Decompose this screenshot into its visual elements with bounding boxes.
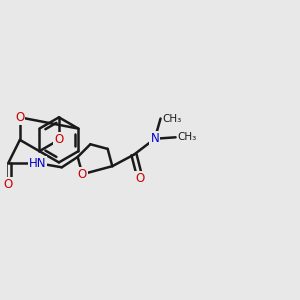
- Text: O: O: [54, 134, 64, 146]
- Text: HN: HN: [28, 157, 46, 169]
- Text: O: O: [4, 178, 13, 191]
- Text: O: O: [135, 172, 144, 185]
- Text: O: O: [78, 168, 87, 181]
- Text: CH₃: CH₃: [177, 132, 196, 142]
- Text: N: N: [150, 132, 159, 145]
- Text: O: O: [15, 111, 25, 124]
- Text: CH₃: CH₃: [162, 113, 181, 124]
